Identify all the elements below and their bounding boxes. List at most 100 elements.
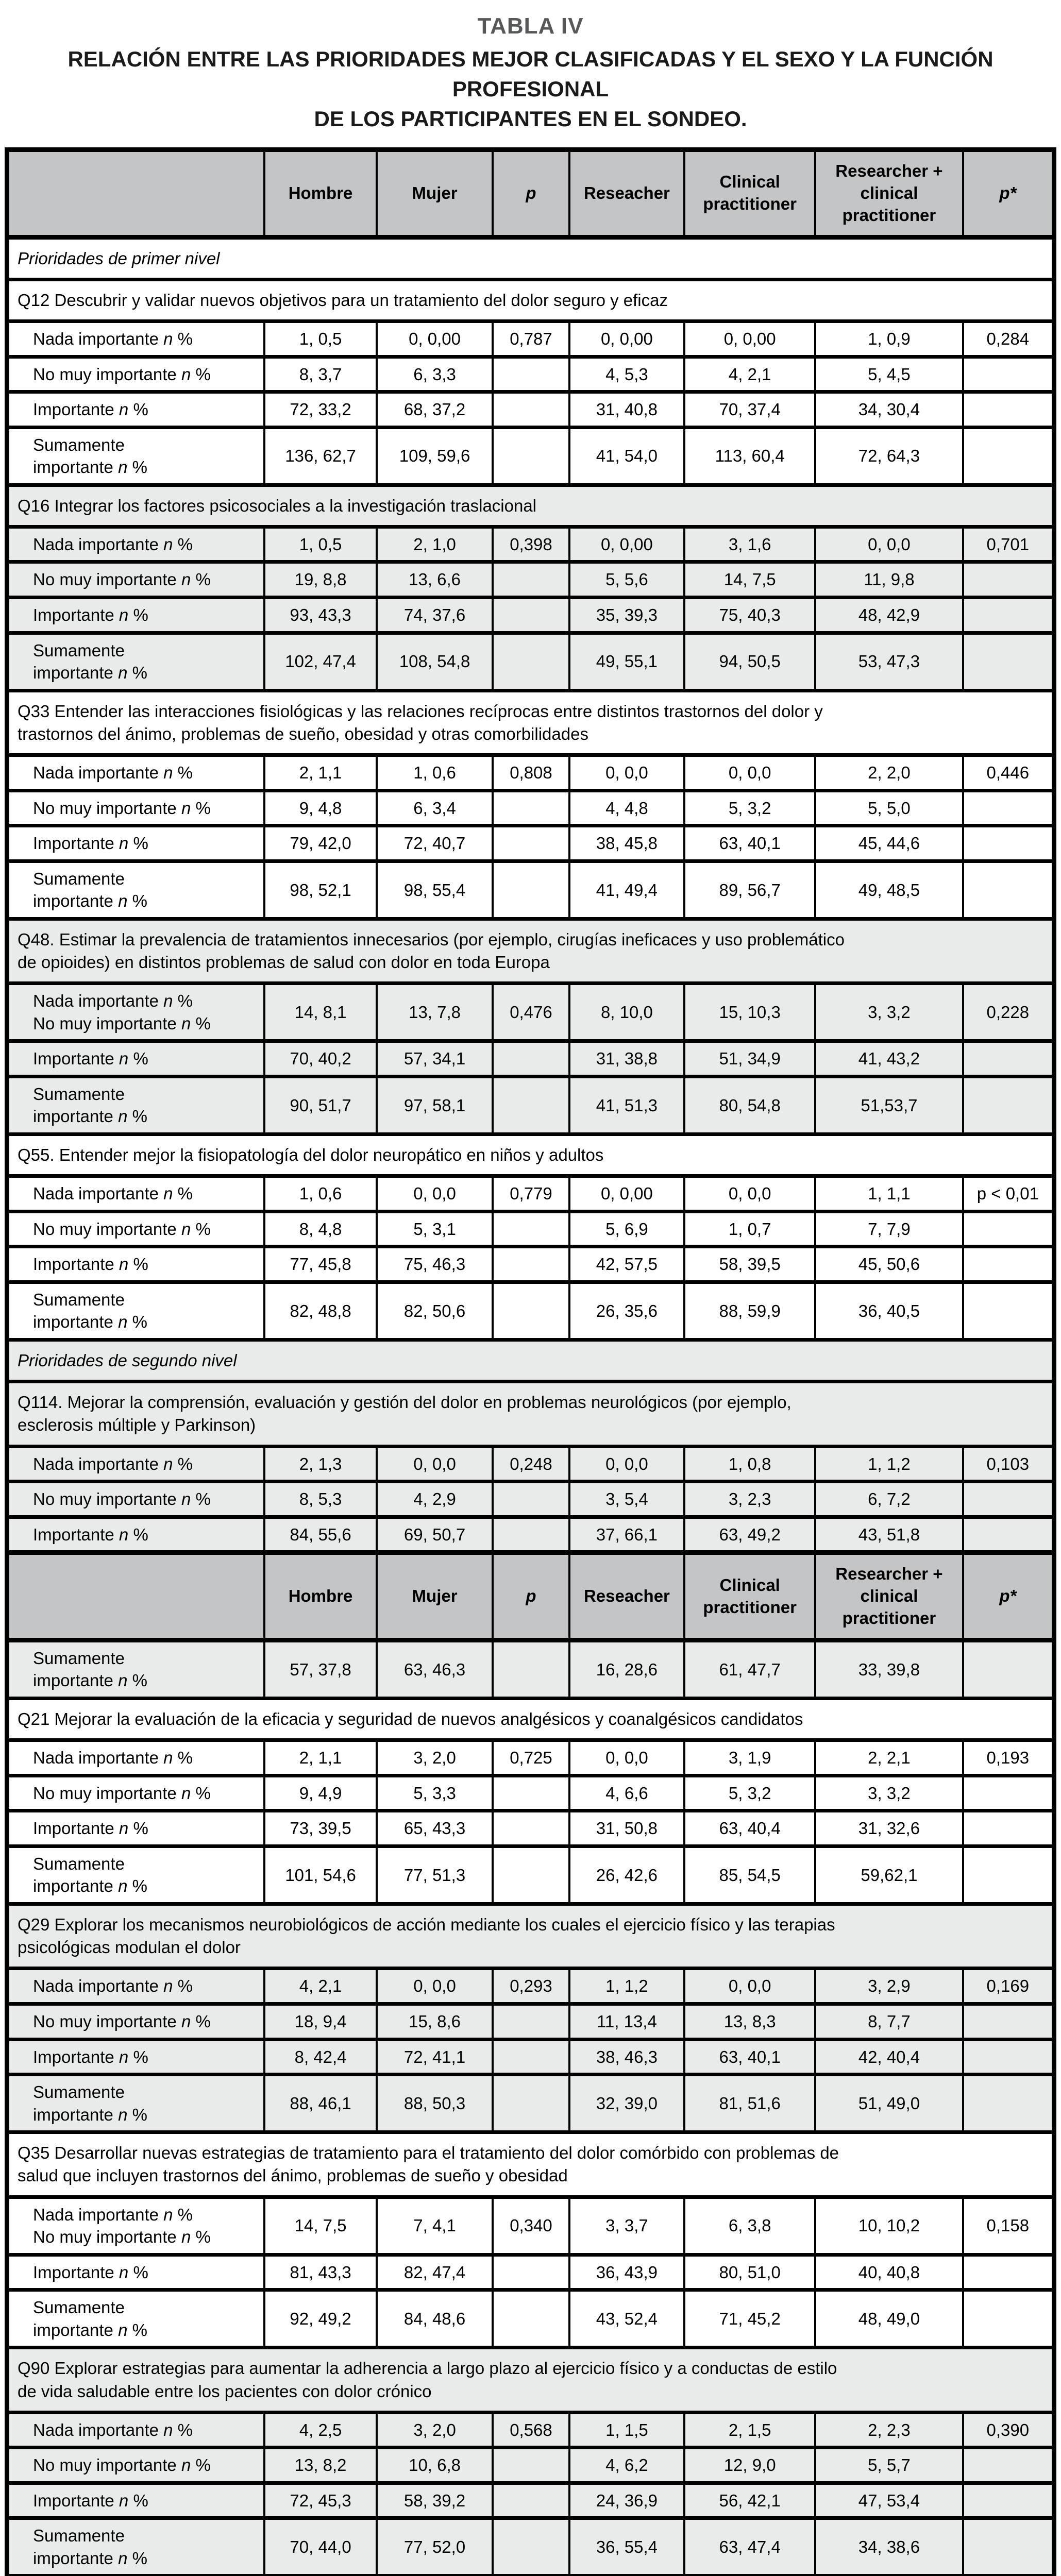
value-cell: 58, 39,2 bbox=[375, 2481, 494, 2520]
row-label-cell: No muy importante n % bbox=[6, 560, 266, 599]
question-row: Q90 Explorar estrategias para aumentar l… bbox=[7, 2346, 1054, 2414]
question-text-cell: Q48. Estimar la prevalencia de tratamien… bbox=[7, 917, 1054, 986]
table-title-block: TABLA IV RELACIÓN ENTRE LAS PRIORIDADES … bbox=[5, 13, 1056, 134]
value-cell: 6, 3,3 bbox=[375, 354, 494, 394]
empty-cell bbox=[492, 1209, 570, 1249]
section-title-cell: Prioridades de segundo nivel bbox=[7, 1337, 1054, 1384]
value-cell: 59,62,1 bbox=[814, 1844, 964, 1906]
value-cell: 90, 51,7 bbox=[263, 1074, 378, 1137]
row-label-cell: No muy importante n % bbox=[6, 1773, 266, 1813]
empty-cell bbox=[962, 2002, 1055, 2041]
value-cell: 63, 40,1 bbox=[683, 824, 817, 863]
value-cell: 9, 4,8 bbox=[263, 788, 378, 828]
value-cell: 42, 40,4 bbox=[814, 2037, 964, 2077]
value-cell: 0, 0,0 bbox=[683, 1967, 817, 2006]
question-text-cell: Q90 Explorar estrategias para aumentar l… bbox=[7, 2346, 1054, 2414]
value-cell: 1, 0,6 bbox=[375, 753, 494, 792]
header-cell-mujer: Mujer bbox=[375, 1550, 494, 1642]
n-symbol: n bbox=[119, 1819, 129, 1838]
value-cell: 0,779 bbox=[492, 1174, 570, 1213]
value-cell: 0,446 bbox=[962, 753, 1055, 792]
data-row: Sumamente importante n % 102, 47,4 108, 54,… bbox=[6, 631, 1055, 692]
value-cell: 4, 2,1 bbox=[683, 354, 817, 394]
value-cell: 51, 34,9 bbox=[683, 1039, 817, 1078]
data-row: Nada importante n % 1, 0,6 0, 0,0 0,779 0, 0… bbox=[6, 1174, 1055, 1213]
value-cell: 0, 0,0 bbox=[568, 1738, 686, 1777]
n-symbol: n bbox=[119, 2262, 129, 2282]
value-cell: 5, 5,6 bbox=[568, 560, 686, 599]
data-row: Importante n % 84, 55,6 69, 50,7 37, 66,1 63… bbox=[6, 1515, 1055, 1555]
question-row: Q21 Mejorar la evaluación de la eficacia… bbox=[7, 1697, 1054, 1742]
value-cell: 34, 38,6 bbox=[814, 2516, 964, 2576]
value-cell: 70, 37,4 bbox=[683, 390, 817, 429]
question-text-cell: Q35 Desarrollar nuevas estrategias de tr… bbox=[7, 2130, 1054, 2199]
data-row: Nada importante n % 4, 2,1 0, 0,0 0,293 1, 1… bbox=[6, 1967, 1055, 2006]
empty-cell bbox=[492, 859, 570, 921]
value-cell: 2, 2,0 bbox=[814, 753, 964, 792]
value-cell: 1, 0,9 bbox=[814, 319, 964, 359]
empty-cell bbox=[962, 1209, 1055, 1249]
data-row: No muy importante n % 13, 8,2 10, 6,8 4, 6,… bbox=[6, 2446, 1055, 2485]
empty-cell bbox=[962, 824, 1055, 863]
header-cell-hombre: Hombre bbox=[263, 147, 378, 240]
data-row: No muy importante n % 8, 5,3 4, 2,9 3, 5,4 3… bbox=[6, 1480, 1055, 1519]
value-cell: 51,53,7 bbox=[814, 1074, 964, 1137]
empty-cell bbox=[492, 1480, 570, 1519]
n-symbol: n bbox=[181, 1013, 191, 1033]
n-symbol: n bbox=[118, 2548, 128, 2568]
value-cell: 49, 55,1 bbox=[568, 631, 686, 692]
n-symbol: n bbox=[163, 534, 173, 554]
value-cell: 5, 3,1 bbox=[375, 1209, 494, 1249]
n-symbol: n bbox=[163, 329, 173, 348]
n-symbol: n bbox=[163, 1976, 173, 1996]
data-row: Importante n % 72, 33,2 68, 37,2 31, 40,8 70… bbox=[6, 390, 1055, 429]
data-row: Sumamente importante n % 90, 51,7 97, 58,1 4… bbox=[6, 1074, 1055, 1137]
header-cell-reseacher: Reseacher bbox=[568, 1550, 686, 1642]
row-label-cell: No muy importante n % bbox=[6, 1480, 266, 1519]
value-cell: 3, 1,9 bbox=[683, 1738, 817, 1777]
value-cell: 136, 62,7 bbox=[263, 425, 378, 487]
value-cell: 69, 50,7 bbox=[375, 1515, 494, 1555]
empty-cell bbox=[962, 596, 1055, 635]
question-row: Q16 Integrar los factores psicosociales … bbox=[7, 483, 1054, 529]
empty-cell bbox=[492, 1515, 570, 1555]
value-cell: 8, 5,3 bbox=[263, 1480, 378, 1519]
value-cell: 1, 0,6 bbox=[263, 1174, 378, 1213]
row-label-cell: Nada importante n % bbox=[6, 2410, 266, 2450]
value-cell: 93, 43,3 bbox=[263, 596, 378, 635]
value-cell: 36, 43,9 bbox=[568, 2252, 686, 2292]
header-cell-reseacher: Reseacher bbox=[568, 147, 686, 240]
data-row: Importante n % 8, 42,4 72, 41,1 38, 46,3 63,… bbox=[6, 2037, 1055, 2077]
value-cell: 10, 10,2 bbox=[814, 2195, 964, 2257]
value-cell: 31, 32,6 bbox=[814, 1809, 964, 1848]
value-cell: 11, 13,4 bbox=[568, 2002, 686, 2041]
empty-cell bbox=[962, 1245, 1055, 1284]
value-cell: 81, 43,3 bbox=[263, 2252, 378, 2292]
row-label-cell: Nada importante n % bbox=[6, 524, 266, 564]
value-cell: 45, 50,6 bbox=[814, 1245, 964, 1284]
empty-cell bbox=[492, 2516, 570, 2576]
value-cell: 8, 42,4 bbox=[263, 2037, 378, 2077]
value-cell: 108, 54,8 bbox=[375, 631, 494, 692]
value-cell: 0, 0,00 bbox=[375, 319, 494, 359]
header-cell-researcher-clinical-practitioner: Researcher + clinical practitioner bbox=[814, 147, 964, 240]
n-symbol: n bbox=[119, 834, 129, 853]
row-label-cell: Nada importante n % No muy importante n % bbox=[6, 2195, 266, 2257]
value-cell: 1, 0,8 bbox=[683, 1444, 817, 1484]
empty-cell bbox=[492, 2073, 570, 2134]
value-cell: 72, 64,3 bbox=[814, 425, 964, 487]
value-cell: 79, 42,0 bbox=[263, 824, 378, 863]
empty-cell bbox=[962, 1638, 1055, 1701]
value-cell: 109, 59,6 bbox=[375, 425, 494, 487]
row-label-cell: Nada importante n % bbox=[6, 1444, 266, 1484]
value-cell: 48, 49,0 bbox=[814, 2288, 964, 2350]
question-text-cell: Q12 Descubrir y validar nuevos objetivos… bbox=[7, 277, 1054, 323]
n-symbol: n bbox=[181, 2227, 191, 2247]
header-cell-p: p bbox=[492, 147, 570, 240]
empty-cell bbox=[962, 1039, 1055, 1078]
header-cell-hombre: Hombre bbox=[263, 1550, 378, 1642]
value-cell: 88, 46,1 bbox=[263, 2073, 378, 2134]
row-label-cell: Importante n % bbox=[6, 1039, 266, 1078]
value-cell: 9, 4,9 bbox=[263, 1773, 378, 1813]
